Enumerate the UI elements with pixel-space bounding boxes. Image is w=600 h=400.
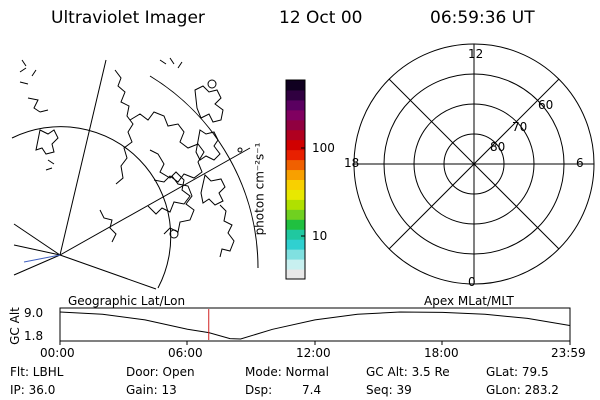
polar-label-lat-60: 60 (538, 98, 554, 112)
status-gc-alt: GC Alt: 3.5 Re (366, 365, 450, 379)
map-meridian-2 (59, 147, 251, 256)
map-lat-circle-inner (11, 126, 172, 289)
coastline-3 (147, 149, 191, 215)
colorbar-swatch (286, 219, 305, 230)
status-seq: Seq: 39 (366, 383, 412, 397)
coastline-4 (163, 175, 195, 235)
polar-label-mlt-6: 6 (576, 156, 584, 170)
colorbar-swatch (286, 80, 305, 91)
colorbar-frame (285, 79, 306, 280)
timeline-x-label-1200: 12:00 (296, 346, 331, 360)
colorbar-swatch (286, 249, 305, 260)
map-meridian-5 (13, 254, 61, 276)
timeline-y-tick-min: 1.8 (24, 329, 44, 343)
colorbar (286, 80, 305, 280)
map-meridian-3 (59, 254, 157, 290)
map-terminator (23, 254, 61, 263)
map-lat-circle-outer (149, 75, 259, 269)
coastline-1 (114, 69, 134, 185)
colorbar-swatch (286, 99, 305, 111)
observation-time: 06:59:36 UT (430, 8, 535, 28)
colorbar-swatch (286, 139, 305, 151)
colorbar-swatch (286, 109, 305, 121)
colorbar-swatch (286, 189, 305, 200)
timeline-axis-label: GC Alt (7, 307, 22, 345)
colorbar-swatch (286, 159, 305, 171)
instrument-title: Ultraviolet Imager (51, 8, 205, 28)
geographic-map (11, 57, 259, 290)
timeline-frame (59, 307, 571, 342)
timeline-altitude-curve (59, 311, 570, 340)
status-gain: Gain: 13 (126, 383, 177, 397)
status-glon: GLon: 283.2 (486, 383, 559, 397)
coastline-island-1 (207, 79, 217, 89)
coastline-13 (45, 159, 55, 171)
coastline-2 (129, 111, 205, 183)
timeline-x-ticks (59, 341, 571, 345)
timeline-x-label-0000: 00:00 (40, 346, 75, 360)
colorbar-swatch (286, 259, 305, 270)
coastline-island-3 (237, 147, 243, 153)
colorbar-swatch (286, 229, 305, 240)
colorbar-swatch (286, 119, 305, 131)
colorbar-swatch (286, 199, 305, 210)
coastline-11 (19, 59, 37, 85)
colorbar-swatch (286, 149, 305, 161)
timeline-y-tick-max: 9.0 (24, 306, 44, 320)
colorbar-swatch (286, 269, 305, 280)
timeline-x-label-1800: 18:00 (424, 346, 459, 360)
colorbar-label-100: 100 (312, 141, 335, 155)
polar-label-mlt-12: 12 (468, 47, 484, 61)
polar-label-mlt-0: 0 (468, 275, 476, 289)
coastline-12 (27, 97, 49, 113)
coastline-5 (194, 85, 224, 123)
status-door: Door: Open (126, 365, 195, 379)
colorbar-swatch (286, 239, 305, 250)
status-dsp-value: 7.4 (302, 383, 322, 397)
polar-diagonal-2 (388, 78, 560, 250)
coastline-9 (35, 129, 59, 155)
status-ip: IP: 36.0 (10, 383, 56, 397)
colorbar-swatch (286, 179, 305, 190)
colorbar-swatch (286, 129, 305, 141)
map-meridian-4 (13, 223, 61, 256)
coastline-14 (159, 57, 183, 69)
colorbar-swatch (286, 209, 305, 220)
polar-label-lat-70: 70 (512, 120, 528, 134)
polar-plot (353, 43, 595, 285)
map-meridian-1 (59, 59, 107, 256)
colorbar-ticks (301, 147, 305, 237)
map-meridian-6 (13, 244, 61, 256)
geographic-caption: Geographic Lat/Lon (68, 294, 186, 308)
status-filter: Flt: LBHL (10, 365, 64, 379)
coastline-8 (219, 204, 235, 258)
colorbar-unit-label: photon cm⁻²s⁻¹ (252, 142, 267, 236)
coastline-6 (195, 129, 221, 161)
colorbar-swatch (286, 169, 305, 180)
status-glat: GLat: 79.5 (486, 365, 549, 379)
polar-label-lat-80: 80 (490, 140, 506, 154)
coastline-7 (200, 174, 226, 206)
polar-caption: Apex MLat/MLT (424, 294, 514, 308)
observation-date: 12 Oct 00 (279, 8, 363, 28)
polar-label-mlt-18: 18 (344, 156, 360, 170)
status-dsp-label: Dsp: (245, 383, 273, 397)
timeline-x-label-0600: 06:00 (168, 346, 203, 360)
colorbar-swatch (286, 89, 305, 101)
colorbar-label-10: 10 (312, 229, 328, 243)
coastline-10 (99, 209, 117, 243)
status-mode: Mode: Normal (245, 365, 329, 379)
coastline-island-2 (169, 229, 179, 239)
timeline-x-label-2359: 23:59 (551, 346, 586, 360)
